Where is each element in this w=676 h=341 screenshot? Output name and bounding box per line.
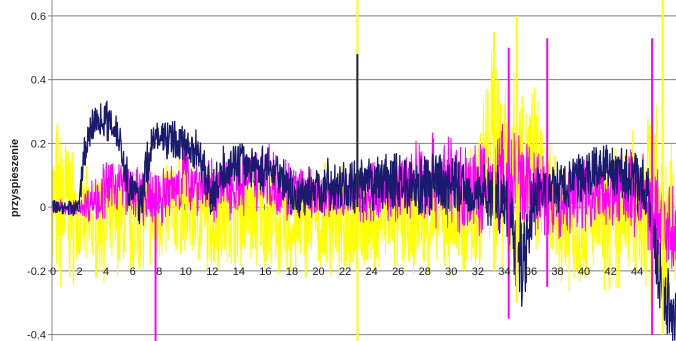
- x-tick-label: 18: [286, 266, 298, 278]
- x-tick-label: 24: [366, 266, 378, 278]
- x-tick-label: 12: [206, 266, 218, 278]
- x-tick-label: 16: [259, 266, 271, 278]
- x-tick-label: 6: [130, 266, 136, 278]
- x-tick-label: 30: [445, 266, 457, 278]
- y-tick-label: 0.2: [31, 138, 46, 150]
- x-tick-label: 4: [103, 266, 109, 278]
- x-tick-label: 40: [578, 266, 590, 278]
- y-tick-label: 0.4: [31, 75, 46, 87]
- x-tick-label: 38: [551, 266, 563, 278]
- y-tick-label: -0.4: [27, 330, 46, 341]
- series-trace: [51, 100, 676, 341]
- y-axis-label: przyspieszenie: [9, 139, 21, 217]
- y-tick-label: 0.6: [31, 11, 46, 23]
- x-tick-label: 32: [472, 266, 484, 278]
- x-tick-label: 14: [233, 266, 245, 278]
- signal-traces: [51, 0, 676, 341]
- x-axis: 0 2 4 6 8 10 12 14 16 18 20 22 24 26 28 30 32 34 36 38 40 42 4…: [50, 204, 643, 278]
- x-tick-label: 36: [525, 266, 537, 278]
- x-tick-label: 10: [180, 266, 192, 278]
- x-tick-label: 44: [631, 266, 643, 278]
- y-axis: -0.4 -0.2 0 0.2 0.4 0.6: [27, 0, 53, 341]
- x-tick-label: 28: [419, 266, 431, 278]
- x-tick-label: 0: [50, 266, 56, 278]
- x-tick-label: 42: [604, 266, 616, 278]
- x-tick-label: 20: [312, 266, 324, 278]
- x-tick-label: 34: [498, 266, 510, 278]
- y-tick-label: -0.2: [27, 266, 46, 278]
- x-tick-label: 2: [76, 266, 82, 278]
- x-tick-label: 26: [392, 266, 404, 278]
- y-tick-label: 0: [40, 202, 46, 214]
- x-tick-label: 8: [156, 266, 162, 278]
- x-tick-label: 22: [339, 266, 351, 278]
